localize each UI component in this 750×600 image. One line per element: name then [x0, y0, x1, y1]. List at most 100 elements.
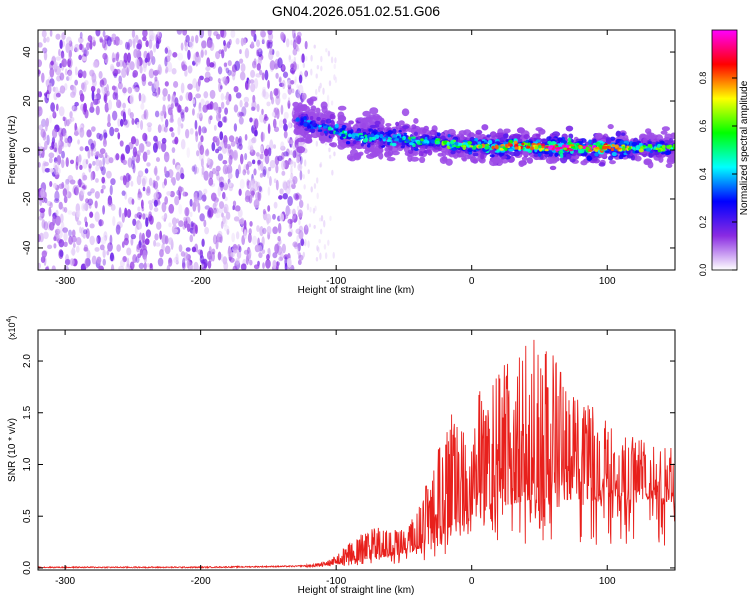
heatmap-ridge-cell	[430, 139, 436, 144]
heatmap-cell	[79, 124, 84, 133]
heatmap-cell	[50, 102, 56, 112]
heatmap-cell	[54, 61, 59, 70]
heatmap-cell	[145, 141, 152, 147]
heatmap-cell	[152, 91, 158, 97]
heatmap-cell	[252, 60, 257, 68]
heatmap-cell	[288, 220, 291, 225]
heatmap-cell	[234, 60, 241, 72]
heatmap-cell	[322, 87, 325, 95]
heatmap-cell	[213, 197, 219, 203]
heatmap-cell	[148, 68, 155, 79]
heatmap-cell	[149, 50, 154, 60]
heatmap-cell	[132, 146, 138, 158]
heatmap-cell	[130, 136, 137, 145]
heatmap-cell	[146, 186, 151, 194]
heatmap-ridge-cell	[549, 157, 558, 164]
heatmap-ridge-cell	[440, 135, 446, 140]
heatmap-cell	[58, 48, 61, 57]
heatmap-cell	[114, 127, 119, 133]
heatmap-cell	[207, 260, 212, 269]
heatmap-cell	[282, 92, 287, 100]
heatmap-cell	[49, 168, 55, 173]
heatmap-cell	[189, 234, 194, 243]
heatmap-ridge-cell	[320, 113, 327, 120]
heatmap-ridge-cell	[337, 105, 347, 111]
heatmap-cell	[69, 258, 75, 266]
heatmap-cell	[130, 180, 134, 187]
heatmap-cell	[274, 243, 280, 254]
heatmap-cell	[145, 217, 149, 228]
heatmap-cell	[272, 144, 277, 149]
heatmap-ridge-cell	[657, 149, 661, 153]
heatmap-cell	[131, 30, 136, 39]
colorbar-tick-label: 0.2	[698, 216, 708, 229]
heatmap-ridge-cell	[478, 145, 483, 149]
heatmap-cell	[153, 167, 158, 175]
heatmap-ridge-cell	[379, 140, 384, 147]
heatmap-cell	[78, 54, 83, 61]
heatmap-cell	[304, 71, 308, 79]
heatmap-cell	[153, 192, 159, 200]
heatmap-cell	[200, 158, 204, 168]
heatmap-cell	[197, 77, 201, 87]
heatmap-cell	[177, 104, 182, 113]
heatmap-ridge-cell	[471, 140, 477, 144]
heatmap-cell	[332, 251, 335, 259]
heatmap-cell	[106, 36, 112, 47]
heatmap-cell	[170, 177, 175, 184]
heatmap-cell	[72, 85, 77, 96]
heatmap-cell	[148, 39, 153, 49]
heatmap-cell	[42, 47, 48, 54]
heatmap-cell	[46, 200, 53, 207]
heatmap-cell	[279, 251, 284, 261]
heatmap-cell	[185, 128, 190, 139]
heatmap-ridge-cell	[369, 107, 379, 115]
heatmap-cell	[203, 219, 207, 228]
heatmap-cell	[53, 198, 60, 204]
heatmap-cell	[55, 215, 61, 226]
heatmap-cell	[38, 106, 43, 117]
heatmap-cell	[106, 122, 111, 128]
heatmap-cell	[313, 182, 317, 190]
heatmap-cell	[290, 172, 294, 180]
snr-y-tick-label: 2.0	[22, 354, 33, 368]
heatmap-cell	[258, 186, 262, 192]
heatmap-cell	[133, 48, 138, 59]
heatmap-ridge-cell	[626, 145, 630, 149]
heatmap-cell	[222, 215, 226, 225]
heatmap-cell	[200, 98, 205, 106]
heatmap-cell	[185, 91, 191, 101]
heatmap-cell	[40, 256, 46, 264]
heatmap-cell	[194, 34, 199, 44]
heatmap-cell	[130, 233, 137, 240]
heatmap-cell	[290, 179, 296, 185]
heatmap-cell	[252, 235, 258, 245]
heatmap-cell	[90, 171, 94, 181]
heatmap-cell	[45, 79, 50, 85]
heatmap-cell	[274, 107, 279, 116]
heatmap-cell	[232, 200, 237, 207]
heatmap-cell	[60, 221, 65, 232]
heatmap-cell	[141, 175, 148, 185]
snr-x-axis: -300 -200 -100 0 100	[55, 330, 616, 587]
heatmap-ridge-cell	[507, 142, 511, 146]
heatmap-cell	[330, 100, 334, 106]
heatmap-cell	[239, 58, 244, 64]
heatmap-cell	[292, 48, 298, 56]
snr-y-tick-label: 0.0	[22, 561, 33, 575]
heatmap-cell	[118, 75, 123, 84]
heatmap-cell	[224, 107, 229, 115]
snr-x-tick-label: -200	[191, 576, 211, 587]
heatmap-ridge-cell	[604, 150, 610, 154]
heatmap-cell	[213, 31, 219, 37]
heatmap-cell	[287, 97, 291, 104]
heatmap-cell	[228, 135, 235, 143]
heatmap-cell	[238, 188, 242, 196]
heatmap-cell	[297, 47, 300, 52]
heatmap-ridge-cell	[523, 134, 530, 140]
heatmap-cell	[230, 252, 235, 258]
heatmap-cell	[230, 140, 236, 147]
heatmap-ridge-cell	[504, 146, 508, 151]
heatmap-cell	[300, 238, 305, 247]
heatmap-cell	[214, 135, 220, 142]
